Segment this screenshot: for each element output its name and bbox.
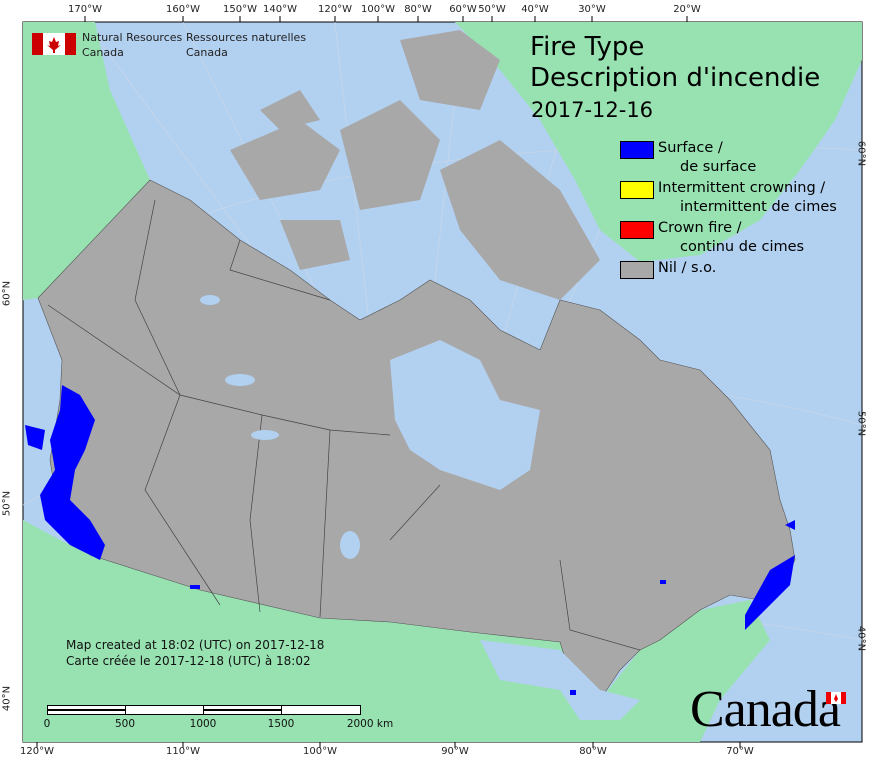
tick-bottom: 80°W [579, 746, 607, 757]
scale-label: 500 [114, 718, 136, 730]
tick-left: 50°N [1, 490, 13, 517]
frame-ticks [36, 16, 741, 748]
tick-top: 40°W [521, 4, 549, 15]
scale-label: 1000 [189, 718, 217, 730]
canada-wordmark: Canada [690, 681, 841, 738]
tick-top: 100°W [361, 4, 395, 15]
tick-top: 50°W [478, 4, 506, 15]
arctic-islands [230, 30, 600, 300]
tick-left: 60°N [1, 280, 13, 307]
map-title: Fire Type Description d'incendie [530, 32, 821, 93]
tick-top: 140°W [263, 4, 297, 15]
tick-top: 120°W [318, 4, 352, 15]
scale-label: 1500 [267, 718, 295, 730]
provincial-borders [47, 199, 641, 651]
surface-fire-areas [25, 385, 795, 695]
tick-top: 150°W [223, 4, 257, 15]
tick-top: 160°W [166, 4, 200, 15]
map-credit: Map created at 18:02 (UTC) on 2017-12-18… [66, 638, 325, 668]
scale-bar [47, 705, 361, 715]
tick-right: 50°N [855, 410, 867, 437]
tick-top: 20°W [673, 4, 701, 15]
scale-label: 2000 km [346, 718, 394, 730]
map-date: 2017-12-16 [531, 98, 654, 122]
tick-left: 40°N [1, 685, 13, 712]
tick-bottom: 120°W [20, 746, 54, 757]
lakes [200, 295, 640, 720]
canada-flag-icon [32, 33, 76, 55]
scale-label: 0 [43, 718, 51, 730]
tick-right: 40°N [855, 625, 867, 652]
tick-top: 170°W [68, 4, 102, 15]
agency-name-en: Natural Resources Canada [82, 31, 183, 59]
alaska-land [23, 22, 150, 300]
tick-top: 60°W [449, 4, 477, 15]
tick-right: 60°N [855, 140, 867, 167]
tick-top: 80°W [404, 4, 432, 15]
tick-bottom: 110°W [166, 746, 200, 757]
hudson-bay [390, 340, 540, 490]
tick-bottom: 100°W [303, 746, 337, 757]
greenland-land [455, 22, 862, 262]
wordmark-flag-icon [826, 692, 846, 704]
tick-bottom: 70°W [726, 746, 754, 757]
tick-bottom: 90°W [441, 746, 469, 757]
tick-top: 30°W [578, 4, 606, 15]
agency-name-fr: Ressources naturelles Canada [186, 31, 307, 59]
